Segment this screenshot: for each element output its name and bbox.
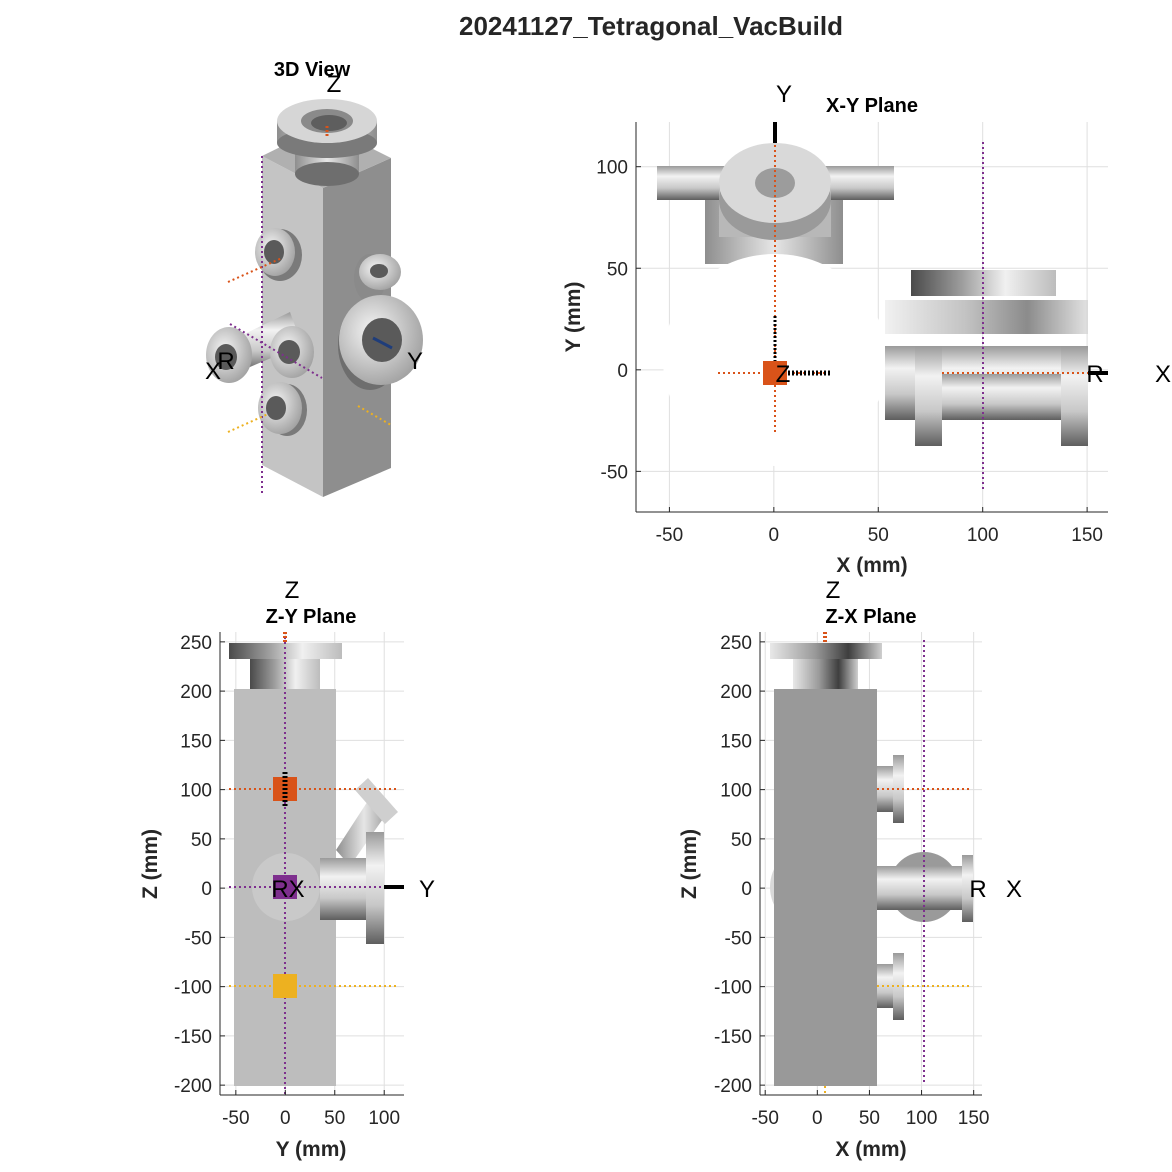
zx-tick-label-y: 100 — [720, 781, 752, 802]
zx-tick-label-x: 0 — [812, 1108, 823, 1129]
zy-tick-label-x: -50 — [222, 1108, 249, 1129]
zy-tick-label-y: 0 — [201, 879, 212, 900]
xy-label-y: Y — [776, 81, 792, 108]
zy-label-y: Y — [419, 876, 435, 903]
zx-tick-label-x: -50 — [751, 1108, 778, 1129]
xy-plane-ticks: -50 0 50 100 150 -50 0 50 100 — [596, 158, 1103, 546]
xy-plane-panel: X-Y Plane — [562, 81, 1171, 577]
zx-label-r: R — [969, 876, 986, 903]
xy-tick-label-x: 50 — [868, 525, 889, 546]
zy-yellow-square — [273, 974, 297, 998]
zx-plane-ticks: -50 0 50 100 150 -200 -150 -100 -50 0 50 100 150 200 2… — [714, 633, 990, 1129]
view-3d: 3D View — [205, 59, 423, 497]
yellow-ref-line-3d-right — [357, 405, 392, 426]
zx-tick-label-y: -100 — [714, 978, 752, 999]
port-lower-left-3d — [258, 382, 307, 436]
zy-tick-label-y: 50 — [191, 830, 212, 851]
zy-tick-label-y: 100 — [180, 781, 212, 802]
xy-tick-label-y: -50 — [601, 462, 628, 483]
zx-label-z: Z — [826, 577, 841, 604]
zx-tick-label-x: 50 — [859, 1108, 880, 1129]
zy-plane-ticks: -50 0 50 100 -200 -150 -100 -50 0 50 100 150 200 250 — [174, 633, 400, 1129]
axis-label-z-3d: Z — [327, 71, 342, 98]
xy-plane-xlabel: X (mm) — [836, 554, 907, 577]
zx-tick-label-x: 150 — [958, 1108, 990, 1129]
zy-tick-label-y: -100 — [174, 978, 212, 999]
zy-tick-label-y: 250 — [180, 633, 212, 654]
xy-tick-label-x: 0 — [769, 525, 780, 546]
xy-plane-title: X-Y Plane — [826, 95, 918, 117]
zy-tick-label-y: -150 — [174, 1027, 212, 1048]
port-upper-left-3d — [255, 228, 302, 281]
xy-right-pipe — [940, 374, 1075, 420]
zx-top-flange — [770, 643, 882, 659]
xy-tick-label-x: 100 — [967, 525, 999, 546]
zy-top-flange — [229, 643, 342, 659]
axis-label-x-3d: X — [205, 358, 221, 385]
zx-tick-label-y: -200 — [714, 1076, 752, 1097]
xy-plane-ylabel: Y (mm) — [562, 282, 585, 353]
port-right-3d — [338, 295, 423, 390]
zx-tick-label-y: 200 — [720, 682, 752, 703]
zx-lower-pipe — [877, 964, 895, 1008]
port-upper-right-3d — [354, 254, 401, 302]
zy-tick-label-y: 200 — [180, 682, 212, 703]
xy-tick-label-x: 150 — [1071, 525, 1103, 546]
xy-plane-content — [657, 122, 1108, 492]
zy-plane-xlabel: Y (mm) — [276, 1138, 347, 1161]
figure-title: 20241127_Tetragonal_VacBuild — [459, 11, 843, 41]
xy-top-hole — [755, 168, 795, 198]
axis-label-y-3d: Y — [407, 348, 423, 375]
zx-tick-label-y: 0 — [741, 879, 752, 900]
xy-label-z: Z — [776, 361, 791, 388]
zx-tick-label-y: 150 — [720, 731, 752, 752]
xy-tick-label-y: 0 — [617, 361, 628, 382]
zy-tick-label-x: 100 — [368, 1108, 400, 1129]
zx-upper-pipe — [877, 766, 895, 812]
view-3d-title: 3D View — [274, 59, 351, 81]
zx-tick-label-y: -50 — [725, 928, 752, 949]
zy-label-rx: RX — [271, 876, 304, 903]
zy-tick-label-x: 0 — [280, 1108, 291, 1129]
zy-tick-label-y: -50 — [185, 928, 212, 949]
zy-plane-panel: Z-Y Plane -50 0 50 100-200-150-1 — [139, 577, 435, 1161]
zy-plane-content — [229, 632, 404, 1095]
xy-label-r: R — [1086, 361, 1103, 388]
zy-tick-label-y: 150 — [180, 731, 212, 752]
zx-label-x: X — [1006, 876, 1022, 903]
zy-tick-label-y: -200 — [174, 1076, 212, 1097]
xy-label-x: X — [1155, 361, 1171, 388]
zy-purple-square — [273, 875, 297, 899]
xy-right-flange-left — [915, 346, 942, 446]
zy-plane-title: Z-Y Plane — [266, 606, 357, 628]
xy-right-blocks-2 — [885, 300, 1088, 334]
zx-plane-content — [770, 632, 973, 1095]
zx-middle-pipe — [877, 866, 965, 910]
zx-tick-label-y: 250 — [720, 633, 752, 654]
xy-right-flange-right — [1061, 346, 1088, 446]
zx-top-neck — [793, 659, 858, 689]
zx-tick-label-x: 100 — [906, 1108, 938, 1129]
xy-tick-label-y: 100 — [596, 158, 628, 179]
zx-plane-title: Z-X Plane — [825, 606, 916, 628]
top-flange-3d — [277, 99, 377, 186]
yellow-ref-line-3d — [227, 413, 269, 433]
zx-plane-panel: Z-X Plane -50 0 50 100 150-200-150-100-5 — [678, 577, 1022, 1161]
port-tee-3d — [206, 312, 314, 383]
zy-tick-label-x: 50 — [324, 1108, 345, 1129]
zy-label-z: Z — [285, 577, 300, 604]
zx-tick-label-y: 50 — [731, 830, 752, 851]
zx-plane-xlabel: X (mm) — [835, 1138, 906, 1161]
zx-chamber-body — [774, 689, 877, 1086]
xy-tick-label-x: -50 — [656, 525, 683, 546]
axis-label-r-3d: R — [217, 348, 234, 375]
zx-plane-ylabel: Z (mm) — [678, 829, 701, 899]
xy-origin-square — [763, 361, 787, 385]
zy-plane-ylabel: Z (mm) — [139, 829, 162, 899]
zx-middle-flange — [962, 855, 973, 922]
xy-tick-label-y: 50 — [607, 259, 628, 280]
y-axis-marker-3d — [372, 336, 393, 350]
zx-tick-label-y: -150 — [714, 1027, 752, 1048]
